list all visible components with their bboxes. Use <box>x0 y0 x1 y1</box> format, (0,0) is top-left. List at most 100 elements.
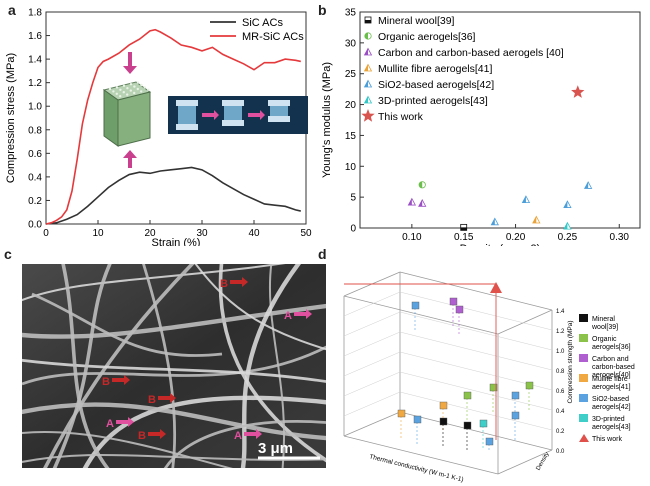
arrow-down <box>123 52 137 74</box>
fiber <box>31 292 223 357</box>
grid-line <box>399 391 553 431</box>
fiber <box>240 264 302 468</box>
legend-label: 3D-printed aerogels[43] <box>378 95 488 107</box>
chart-a-compression: 0.0 0.2 0.4 0.6 0.8 1.0 1.2 1.4 1.6 1.8 0 10 20 30 40 5… <box>5 8 312 247</box>
data-cube <box>455 305 464 314</box>
data-cube <box>397 409 406 418</box>
fiber <box>194 264 326 351</box>
lattice-pore <box>133 85 136 88</box>
this-work-marker <box>490 282 502 293</box>
series-5 <box>563 221 572 230</box>
legend-marker <box>579 354 588 362</box>
y-tick-label: 0.8 <box>28 125 42 136</box>
legend-label: 3D-printed aerogels[43] <box>592 416 631 431</box>
sem-marker-arrow <box>112 375 130 385</box>
legend-label: This work <box>378 111 424 123</box>
legend-label-line: wool[39] <box>591 324 618 331</box>
data-cube <box>511 391 520 400</box>
x-tick-label: 30 <box>196 228 208 239</box>
data-cube <box>479 419 488 428</box>
data-cube <box>525 381 534 390</box>
x-tick-label: 0.15 <box>454 232 474 243</box>
legend-label-line: aerogels[40] <box>592 372 631 379</box>
y-tick-label: 0.4 <box>28 172 42 183</box>
x-tick-label: 20 <box>144 228 156 239</box>
y-tick-label: 0.0 <box>28 220 42 231</box>
legend-label: Organic aerogels[36] <box>592 336 631 351</box>
y-tick-label: 1.4 <box>28 55 42 66</box>
y-tick-label: 35 <box>345 8 357 19</box>
panel-label-d: d <box>318 246 327 262</box>
x-tick-label: 0.25 <box>558 232 578 243</box>
legend-marker-fill <box>364 64 368 71</box>
sem-marker-label: B <box>220 278 228 290</box>
legend-marker <box>579 314 588 322</box>
fiber <box>268 264 286 468</box>
series-4 <box>490 181 593 226</box>
legend-label: Carbon and carbon-based aerogels[40] <box>592 356 635 379</box>
sem-micrograph: B A B B A B A 3 μm <box>22 264 326 468</box>
sem-marker-label: B <box>102 376 110 388</box>
legend-marker-fill <box>364 80 368 87</box>
y-tick-label: 10 <box>345 162 357 173</box>
legend-label-line: 3D-printed <box>592 416 625 423</box>
z-tick-label: 1.0 <box>556 349 565 355</box>
data-point-fill <box>584 181 589 189</box>
lattice-pore <box>133 91 136 95</box>
data-point-fill <box>419 181 423 188</box>
series-line-0 <box>45 166 301 225</box>
panel-label-a: a <box>8 2 16 18</box>
data-cube <box>439 417 448 426</box>
data-cube <box>511 411 520 420</box>
sem-marker-arrow <box>116 417 134 427</box>
lattice-pore <box>126 93 129 96</box>
x-tick-label: 0 <box>43 228 49 239</box>
arrow-right <box>248 110 265 120</box>
sample <box>178 106 196 124</box>
grid-line <box>399 331 553 371</box>
chart-d-3d: 1.4 1.2 1.0 0.8 0.6 0.4 0.2 0.0 Compression stre… <box>343 271 635 484</box>
legend-label: Mineral wool[39] <box>378 15 455 27</box>
lattice-pore <box>112 90 115 93</box>
fiber <box>22 264 286 302</box>
press-plate-bottom <box>222 120 244 126</box>
y-tick-label: 1.6 <box>28 31 42 42</box>
z-tick-label: 1.2 <box>556 329 565 335</box>
legend-label: Mineral wool[39] <box>591 316 618 331</box>
box-edge-bottom <box>497 449 553 475</box>
sem-marker-arrow <box>230 277 248 287</box>
y-tick-label: 5 <box>350 193 356 204</box>
x-axis-title: Density (g cm-3) <box>460 243 541 246</box>
legend-marker <box>579 414 588 422</box>
data-point-fill <box>418 199 423 207</box>
legend-label-line: aerogels[43] <box>592 424 631 431</box>
legend-marker-fill <box>364 32 368 40</box>
grid-line <box>399 291 553 331</box>
legend-marker <box>579 374 588 382</box>
x-axis-title: Thermal conductivity (W m-1 K-1) <box>369 453 465 483</box>
legend-marker-fill <box>365 20 371 23</box>
sem-marker-arrow <box>244 429 262 439</box>
z-tick-label: 0.0 <box>556 449 565 455</box>
fiber <box>142 264 177 468</box>
z-tick-label: 0.4 <box>556 409 565 415</box>
grid-line <box>343 291 401 317</box>
series-6 <box>571 85 585 98</box>
legend-label-line: Organic <box>592 336 617 343</box>
scale-bar-label: 3 μm <box>258 440 293 457</box>
lattice-block-left <box>103 89 119 147</box>
grid-line <box>343 351 401 377</box>
fiber-network <box>22 264 326 468</box>
y-tick-label: 1.0 <box>28 102 42 113</box>
box-edge-bottom <box>343 435 499 475</box>
grid-line <box>399 311 553 351</box>
lattice-pore <box>136 81 140 84</box>
box-edge-top <box>497 309 553 335</box>
grid-line <box>343 311 401 337</box>
legend-label-line: aerogels[41] <box>592 384 631 391</box>
box-edge-bottom <box>399 411 553 451</box>
legend-label: Carbon and carbon-based aerogels [40] <box>378 47 564 59</box>
legend-label-line: aerogels[42] <box>592 404 631 411</box>
fiber <box>22 303 326 339</box>
press-plate-bottom <box>268 116 290 122</box>
